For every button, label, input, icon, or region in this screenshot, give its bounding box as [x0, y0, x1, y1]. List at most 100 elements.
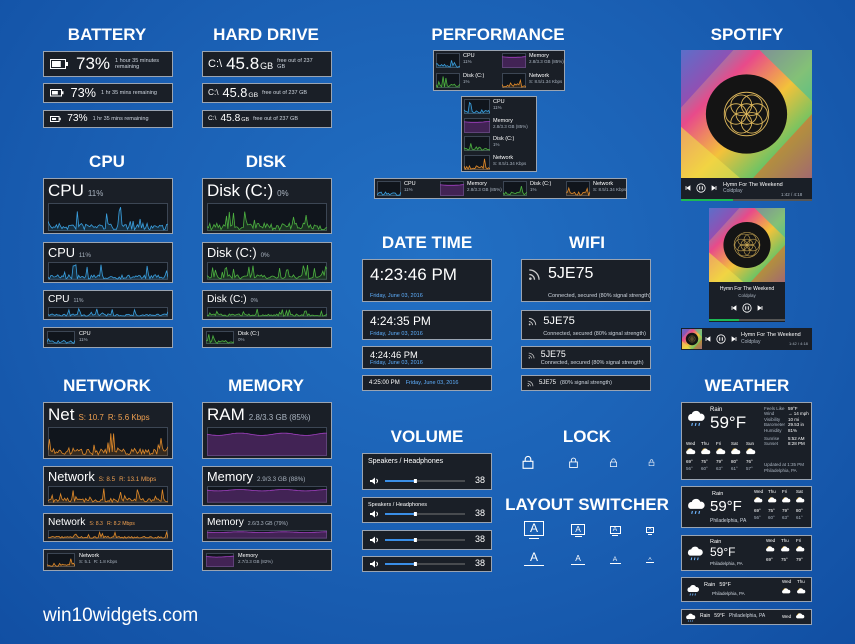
- icon: [503, 181, 527, 196]
- icon: [48, 262, 168, 280]
- details: 81%: [788, 427, 798, 433]
- highs: 69°: [686, 459, 693, 464]
- condition: Rain: [712, 491, 724, 497]
- value: 2.7/3.3 GB (82%): [238, 559, 273, 564]
- name: Memory: [467, 181, 487, 187]
- label: Network: [48, 517, 86, 528]
- layout-icon: A: [646, 527, 654, 533]
- icon: [436, 73, 460, 88]
- layout-icon: A: [524, 551, 544, 566]
- icon-graphic: [609, 458, 617, 467]
- days: Fri: [716, 441, 722, 446]
- widget: Memory 2.6/3.3 GB (79%): [202, 513, 332, 542]
- icon-graphic: [48, 203, 168, 231]
- lows: 60°: [701, 466, 708, 471]
- stand: [612, 534, 618, 536]
- progress-bar: [709, 319, 740, 321]
- widget: Speakers / Headphones 38: [362, 497, 492, 523]
- temp: 59°F: [710, 498, 742, 515]
- text-row: 2.7/3.3 GB (82%): [238, 559, 273, 565]
- received: R: 13.1 Mbps: [119, 476, 157, 483]
- details: Wind: [764, 411, 775, 417]
- icon: [369, 560, 379, 568]
- icon-graphic: [370, 477, 378, 485]
- icon: [745, 447, 756, 458]
- ssid: 5JE75: [548, 265, 594, 282]
- ssid: 5JE75: [539, 379, 557, 386]
- layout-icon: A: [524, 521, 544, 536]
- time: 1:42 / 4:18: [789, 341, 808, 346]
- icon-graphic: [687, 585, 700, 596]
- icon-graphic: [207, 486, 327, 503]
- label: CPU: [48, 181, 84, 200]
- icon-graphic: [206, 331, 234, 344]
- icon-graphic: [503, 181, 527, 196]
- widget: 5JE75 Connected, secured (80% signal stre…: [521, 259, 651, 302]
- title: LAYOUT SWITCHER: [505, 495, 669, 514]
- artist: Coldplay: [723, 188, 743, 194]
- icon-graphic: [687, 546, 703, 561]
- key: A: [529, 520, 538, 535]
- icon: [705, 334, 737, 344]
- name: Network: [493, 154, 514, 161]
- label: Disk (C:): [207, 181, 274, 200]
- widget: RAM 2.8/3.3 GB (85%): [202, 402, 332, 459]
- icon: [685, 183, 717, 193]
- icon-graphic: [48, 307, 168, 317]
- name: Disk (C:): [530, 181, 552, 187]
- highs: 79°: [782, 508, 789, 513]
- icon-graphic: [370, 510, 378, 518]
- icon-graphic: [370, 536, 378, 544]
- ssid: 5JE75: [543, 314, 575, 327]
- icon-graphic: [207, 262, 327, 280]
- artist: Coldplay: [738, 293, 756, 298]
- icon-graphic: [370, 560, 378, 568]
- text-row: Network S: 8.5 R: 13.1 Mbps: [48, 469, 157, 484]
- widget: Rain 59°F Philadelphia, PA Wed: [681, 609, 812, 625]
- drive: C:\: [208, 115, 217, 123]
- widget: Rain 59°F Philadelphia, PA Wed Thu: [681, 577, 812, 602]
- stand: [648, 533, 652, 535]
- icon: [377, 181, 401, 196]
- title: VOLUME: [390, 427, 464, 446]
- icon: [440, 181, 464, 196]
- value: 11%: [463, 59, 472, 64]
- key: A: [612, 555, 618, 563]
- title: DATE TIME: [381, 233, 473, 252]
- icon: [385, 479, 465, 483]
- lows: 61°: [731, 466, 738, 471]
- widget: Network S: 5.1 R: 1.8 Kbps: [43, 549, 173, 571]
- layout-icon: A: [646, 557, 654, 563]
- details: Humidity: [764, 427, 782, 433]
- text-row: Disk (C:) 0%: [207, 245, 270, 260]
- received: R: 1.8 Kbps: [93, 559, 118, 564]
- icon-graphic: [796, 546, 805, 552]
- icon: [795, 496, 805, 506]
- progress-track: [709, 319, 785, 321]
- title: NETWORK: [63, 376, 151, 395]
- icon: [685, 447, 696, 458]
- location: Philadelphia, PA: [764, 468, 797, 473]
- value: 2.8/3.3 GB (85%): [493, 123, 528, 129]
- icon: [464, 154, 490, 170]
- icon-graphic: [566, 181, 590, 196]
- icon: [207, 203, 327, 231]
- icon: [464, 136, 490, 152]
- icon-graphic: [705, 334, 737, 344]
- widget: 73% 1 hr 35 mins remaining: [43, 110, 173, 128]
- highs: 69°: [766, 557, 773, 562]
- widget: 4:24:35 PM Friday, June 03, 2016: [362, 310, 492, 340]
- icon-graphic: [782, 497, 791, 503]
- label: Memory: [207, 469, 254, 484]
- label: CPU: [48, 245, 75, 260]
- time: 4:24:46 PM: [370, 350, 418, 361]
- text-row: Memory 2.9/3.3 GB (88%): [207, 469, 305, 484]
- icon-graphic: [648, 458, 654, 466]
- artist: Coldplay: [741, 339, 761, 345]
- icon: [609, 458, 618, 467]
- location: Philadelphia, PA: [728, 613, 766, 620]
- widget: Network S: 8.5 R: 13.1 Mbps: [43, 466, 173, 506]
- icon: [48, 203, 168, 231]
- icon-graphic: [50, 89, 64, 97]
- icon-graphic: [385, 562, 465, 566]
